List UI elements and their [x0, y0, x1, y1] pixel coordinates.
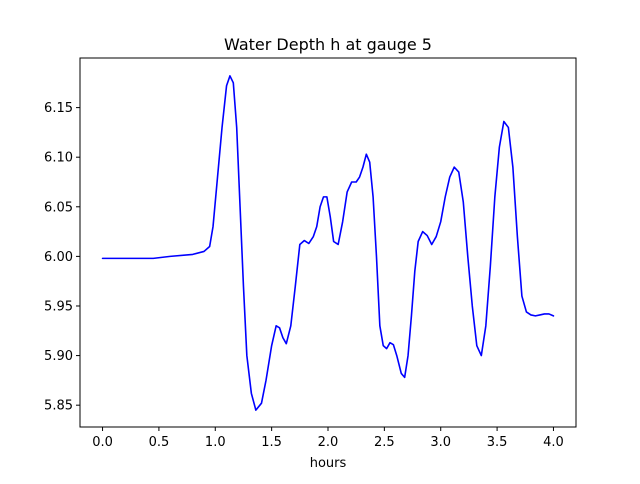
y-tick-label: 6.15 — [44, 101, 73, 116]
y-tick-label: 5.95 — [44, 299, 73, 314]
y-tick-label: 5.85 — [44, 399, 73, 414]
x-tick-label: 3.5 — [487, 435, 508, 450]
x-tick-label: 3.0 — [430, 435, 451, 450]
y-tick-label: 6.05 — [44, 200, 73, 215]
y-axis: 5.85 5.90 5.95 6.00 6.05 6.10 6.15 — [44, 101, 80, 414]
x-tick-label: 2.0 — [318, 435, 339, 450]
x-axis-label: hours — [310, 456, 347, 471]
chart-title: Water Depth h at gauge 5 — [224, 35, 432, 54]
x-tick-label: 4.0 — [543, 435, 564, 450]
x-tick-label: 0.5 — [149, 435, 170, 450]
x-axis: 0.0 0.5 1.0 1.5 2.0 2.5 3.0 3.5 4.0 — [92, 427, 564, 450]
y-tick-label: 5.90 — [44, 349, 73, 364]
x-tick-label: 2.5 — [374, 435, 395, 450]
x-tick-label: 1.0 — [205, 435, 226, 450]
y-tick-label: 6.10 — [44, 151, 73, 166]
x-tick-label: 0.0 — [92, 435, 113, 450]
y-tick-label: 6.00 — [44, 250, 73, 265]
x-tick-label: 1.5 — [261, 435, 282, 450]
series-line-0 — [101, 75, 555, 411]
